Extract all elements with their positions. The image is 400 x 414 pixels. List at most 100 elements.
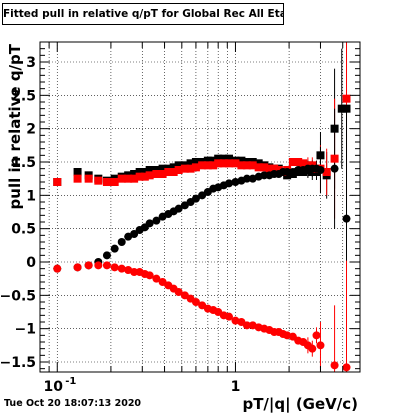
square-marker	[169, 163, 178, 172]
square-marker	[140, 168, 149, 176]
y-tick-label: 0	[26, 255, 36, 271]
square-marker	[174, 166, 183, 174]
y-tick-label: 2	[26, 122, 36, 138]
square-marker	[130, 170, 139, 178]
square-marker	[342, 94, 351, 103]
circle-marker	[308, 344, 317, 353]
square-marker	[110, 178, 119, 186]
square-marker	[135, 168, 144, 176]
square-marker	[191, 158, 200, 166]
circle-marker	[225, 179, 234, 188]
square-marker	[174, 161, 183, 170]
x-axis-title: pT/|q| (GeV/c)	[242, 395, 358, 414]
y-axis-title: pull in relative q/pT	[6, 43, 24, 209]
square-marker	[191, 163, 200, 172]
circle-marker	[73, 263, 82, 272]
square-marker	[316, 151, 325, 160]
y-tick-label: −0.5	[0, 288, 36, 304]
square-marker	[198, 161, 207, 170]
square-marker	[158, 170, 167, 178]
x-tick-label-exponent: -1	[65, 376, 76, 387]
axis-ticks	[39, 41, 361, 372]
circle-marker	[174, 204, 183, 213]
chart-title: Fitted pull in relative q/pT for Global …	[2, 3, 284, 25]
square-marker	[337, 104, 346, 113]
circle-marker	[130, 268, 139, 276]
circle-marker	[191, 194, 200, 203]
circle-marker	[53, 264, 62, 273]
circle-marker	[342, 363, 351, 372]
square-marker	[209, 156, 218, 165]
square-marker	[140, 172, 149, 181]
date-stamp: Tue Oct 20 18:07:13 2020	[4, 398, 142, 409]
circle-marker	[231, 316, 240, 325]
circle-marker	[283, 168, 292, 176]
circle-marker	[242, 174, 251, 183]
square-marker	[73, 168, 82, 176]
x-tick-labels: 10 -1 1	[44, 376, 241, 395]
y-tick-label: 3	[26, 55, 36, 71]
circle-marker	[145, 271, 154, 280]
square-marker	[135, 172, 144, 181]
circle-marker	[110, 244, 119, 253]
y-tick-labels: −1.5 −1 −0.5 0 0.5 1 1.5 2 2.5 3	[0, 55, 36, 371]
square-marker	[330, 154, 339, 163]
plot-frame	[39, 41, 361, 373]
square-marker	[231, 159, 240, 168]
y-tick-label: −1	[15, 322, 36, 338]
square-marker	[53, 178, 62, 186]
y-tick-label: −1.5	[0, 355, 36, 371]
square-marker	[219, 154, 228, 163]
circle-marker	[152, 216, 161, 225]
square-marker	[102, 178, 111, 186]
square-marker	[254, 163, 263, 172]
square-marker	[214, 154, 223, 163]
square-marker	[145, 166, 154, 174]
data-points	[53, 94, 351, 372]
plot-area	[40, 42, 360, 372]
circle-marker	[152, 274, 161, 283]
circle-marker	[117, 264, 126, 273]
circle-marker	[94, 261, 103, 270]
square-marker	[124, 174, 133, 183]
y-tick-label: 1.5	[11, 155, 36, 171]
circle-marker	[130, 230, 139, 238]
square-marker	[145, 171, 154, 180]
square-marker	[209, 161, 218, 170]
square-marker	[342, 104, 351, 113]
square-marker	[225, 159, 234, 168]
circle-marker	[231, 178, 240, 186]
square-marker	[237, 161, 246, 170]
circle-marker	[330, 361, 339, 370]
square-marker	[152, 170, 161, 178]
y-tick-label: 2.5	[11, 88, 36, 104]
circle-marker	[316, 166, 325, 174]
square-marker	[94, 176, 103, 185]
square-marker	[248, 161, 257, 170]
circle-marker	[242, 321, 251, 330]
circle-marker	[117, 238, 126, 246]
circle-marker	[102, 261, 111, 270]
square-marker	[164, 168, 173, 176]
square-marker	[203, 161, 212, 170]
square-marker	[203, 156, 212, 165]
circle-marker	[102, 251, 111, 260]
square-marker	[186, 159, 195, 168]
square-marker	[265, 164, 274, 173]
square-marker	[260, 163, 269, 172]
square-marker	[294, 158, 303, 166]
y-tick-label: 1	[26, 188, 36, 204]
square-marker	[225, 154, 234, 163]
square-marker	[299, 159, 308, 168]
square-marker	[158, 164, 167, 173]
circle-marker	[312, 331, 321, 340]
circle-marker	[330, 164, 339, 173]
square-marker	[242, 161, 251, 170]
circle-marker	[342, 214, 351, 223]
circle-marker	[124, 232, 133, 241]
y-tick-label: 0.5	[11, 222, 36, 238]
x-tick-label: 10	[44, 379, 64, 395]
square-marker	[130, 174, 139, 183]
circle-marker	[174, 288, 183, 296]
